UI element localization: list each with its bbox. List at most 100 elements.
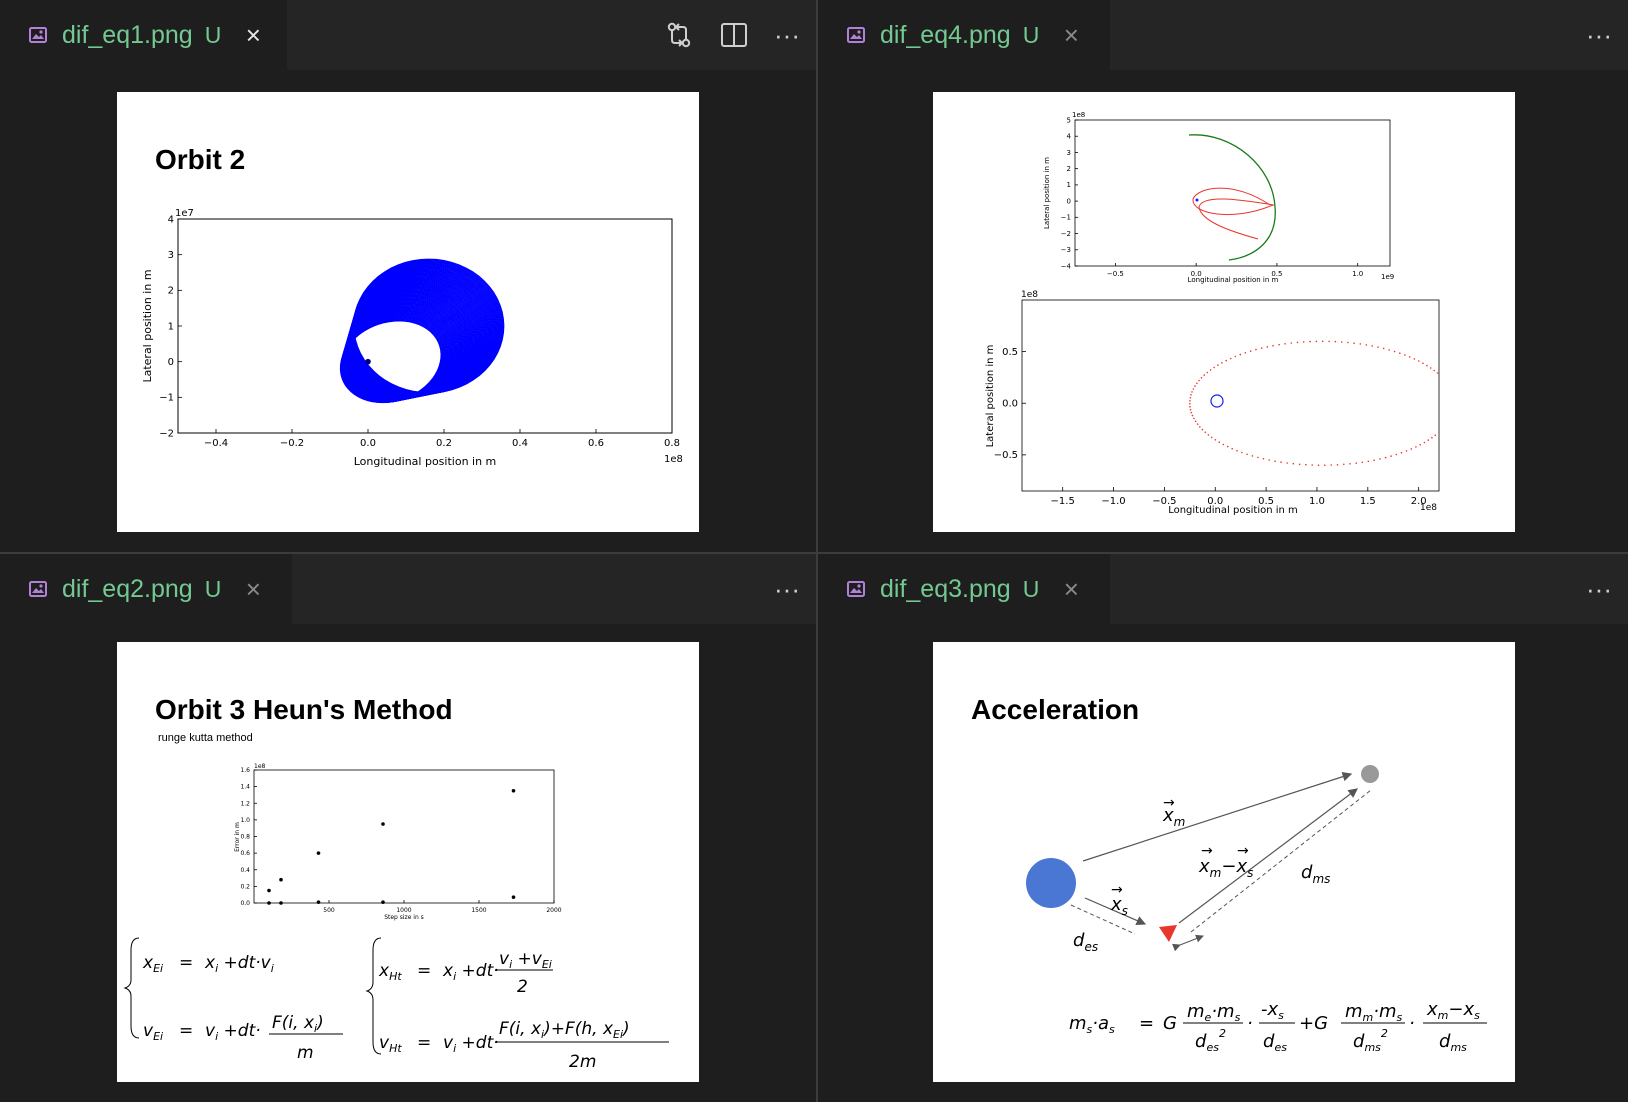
vertical-divider[interactable] [816,0,818,1102]
y-tick-label: −1 [1061,214,1071,222]
trajectory-dot [1361,461,1364,464]
more-actions-icon[interactable]: ··· [774,573,800,604]
trajectory-dot [1404,354,1406,356]
trajectory-dot [1302,341,1305,343]
trajectory-dot [1393,350,1396,353]
more-actions-icon[interactable]: ··· [774,19,800,50]
x-tick-label: 2000 [546,907,561,914]
bottom-x-multiplier: 1e8 [1420,503,1437,513]
close-icon[interactable]: × [245,573,261,604]
trajectory-dot [1286,462,1288,464]
data-point [511,895,516,899]
trajectory-dot [1262,458,1265,460]
untracked-badge: U [1022,575,1040,602]
label-dms: d [1301,862,1313,883]
close-icon[interactable]: × [1063,19,1079,50]
trajectory-dot [1367,460,1370,463]
central-body-point [365,358,371,365]
x-tick-label: 0.0 [1207,496,1223,507]
data-point [267,901,271,905]
trajectory-dot [1257,456,1259,459]
orbit4-top-axes: −0.5 0.0 0.5 1.0 −4 −3 −2 −1 0 1 2 3 4 5 [1061,116,1364,278]
x-tick-label: −0.4 [204,438,228,449]
trajectory-dot [1274,460,1276,463]
svg-text:xm−xs: xm−xs [1198,856,1253,880]
trajectory-dot [1419,443,1421,446]
trajectory-dot [1427,439,1430,441]
svg-text:dms: dms [1439,1031,1467,1054]
close-icon[interactable]: × [1063,573,1079,604]
label-des: d [1073,930,1085,951]
trajectory-dot [1292,462,1295,465]
trajectory-dot [1296,341,1299,344]
orbit4-dotted-trajectory [1189,340,1439,467]
trajectory-dot [1298,463,1301,466]
svg-text:vHt: vHt [379,1033,402,1055]
y-tick-label: −3 [1061,246,1071,254]
trajectory-dot [1260,347,1263,349]
more-actions-icon[interactable]: ··· [1586,573,1612,604]
trajectory-dot [1422,362,1424,365]
svg-text:mm·ms: mm·ms [1345,1001,1403,1024]
svg-text:F(i, xi)+F(h, xEi): F(i, xi)+F(h, xEi) [499,1019,630,1041]
trajectory-dot [1251,455,1254,457]
horizontal-divider[interactable] [0,552,1628,554]
trajectory-dot [1241,451,1243,454]
trajectory-dot [1388,349,1390,351]
trajectory-dot [1399,352,1401,355]
trajectory-dot [1330,464,1332,466]
data-point [316,851,321,855]
trajectory-dot [1324,464,1326,467]
trajectory-dot [1189,402,1191,405]
y-tick-label: 0.0 [240,900,250,907]
trajectory-dot [1266,346,1269,348]
x-tick-label: 1500 [471,907,486,914]
trajectory-dot [1336,464,1339,466]
tab-dif-eq4[interactable]: dif_eq4.png U × [818,0,1110,70]
trajectory-dot [1321,340,1324,343]
orbit4-bottom-axes: −1.5 −1.0 −0.5 0.0 0.5 1.0 1.5 2.0 −0.5 0.0 0.5 [994,347,1427,507]
svg-text:xi +dt·vi: xi +dt·vi [204,953,274,975]
trajectory-dot [1192,388,1195,390]
y-tick-label: 1.4 [240,784,250,791]
y-tick-label: 3 [168,250,174,261]
untracked-badge: U [1022,21,1040,48]
tab-bar: dif_eq1.png U × ··· [0,0,816,70]
trajectory-dot [1373,459,1375,462]
close-icon[interactable]: × [245,19,261,50]
trajectory-dot [1226,445,1229,448]
y-axis-label: Error in m [234,822,241,852]
svg-text:→: → [1163,795,1175,811]
trajectory-dot [1328,340,1330,343]
y-tick-label: −1 [159,393,174,404]
earth-body [1026,858,1076,908]
image-preview-orbit2: Orbit 2 −0.4 −0.2 0.0 0.2 0.4 0.6 0.8 −2 −1 0 1 2 3 4… [117,92,699,532]
trajectory-dot [1189,405,1191,408]
x-tick-label: 1.0 [1309,496,1325,507]
tab-dif-eq3[interactable]: dif_eq3.png U × [818,554,1110,624]
y-tick-label: 0 [1067,197,1071,205]
trajectory-dot [1309,340,1311,343]
trajectory-dot [1410,448,1413,450]
tab-dif-eq1[interactable]: dif_eq1.png U × [0,0,287,70]
open-changes-icon[interactable] [664,20,694,50]
tab-dif-eq2[interactable]: dif_eq2.png U × [0,554,292,624]
image-preview-acceleration: Acceleration → xm → → xm−xs → xs dms [933,642,1515,1082]
label-xm: x [1162,805,1174,826]
trajectory-dot [1395,453,1398,456]
more-actions-icon[interactable]: ··· [1586,19,1612,50]
double-arrow [1172,934,1204,952]
green-orbit-line [1188,134,1276,261]
split-editor-icon[interactable] [720,21,748,49]
svg-text:→: → [1201,843,1213,859]
x-tick-label: 0.8 [664,438,680,449]
tab-filename: dif_eq4.png [880,20,1011,49]
trajectory-dot [1231,447,1233,450]
x-axis-label: Longitudinal position in m [354,455,497,468]
top-x-multiplier: 1e9 [1381,273,1394,281]
trajectory-dot [1244,352,1247,354]
editor-pane-top-left: dif_eq1.png U × ··· Orbit 2 −0.4 −0.2 0.0 0… [0,0,816,552]
y-tick-label: 0.4 [240,867,250,874]
orbit4-charts: −0.5 0.0 0.5 1.0 −4 −3 −2 −1 0 1 2 3 4 5 Longitudinal… [985,111,1440,516]
trajectory-dot [1400,451,1403,454]
